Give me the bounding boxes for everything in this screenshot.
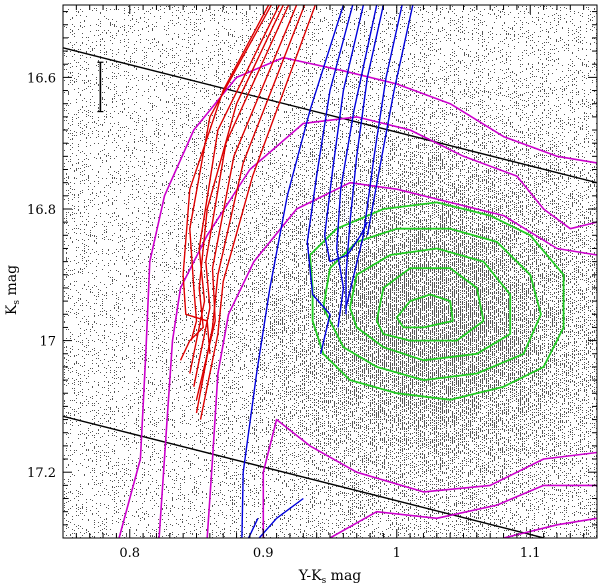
y-tick-label: 17.2: [27, 466, 56, 481]
inner-contours: [309, 201, 565, 401]
selection-lines: [63, 47, 597, 538]
inner-contour-3: [349, 247, 512, 362]
inner-contour-2: [322, 227, 542, 382]
x-tick-label: 1: [393, 546, 401, 561]
selection-line-lower-bound: [63, 415, 547, 538]
blue-track-7: [366, 5, 414, 236]
blue-track-3: [324, 5, 369, 263]
scatter-points: [64, 6, 597, 538]
blue-track-5: [345, 5, 385, 315]
outer-contours: [118, 56, 597, 538]
outer-contour-2: [158, 116, 597, 538]
x-axis-title-unit: mag: [326, 568, 361, 584]
red-track-3: [193, 5, 290, 387]
y-tick-label: 16.8: [27, 203, 56, 218]
y-tick-label: 16.6: [27, 71, 56, 86]
blue-track-6: [345, 5, 403, 308]
x-tick-label: 1.1: [520, 546, 541, 561]
y-axis-title-unit: mag: [4, 265, 20, 300]
plot-area: [63, 5, 597, 538]
inner-contour-1: [309, 201, 565, 401]
inner-contour-4: [375, 267, 485, 342]
outer-contour-5: [329, 484, 597, 538]
scatter-point-cloud: [64, 6, 597, 538]
blue-track-1: [241, 5, 345, 538]
x-axis-title-sub: s: [322, 576, 327, 586]
x-axis-title: Y-Ks mag: [298, 568, 362, 586]
outer-contour-3: [206, 181, 597, 538]
red-track-7: [182, 5, 270, 354]
red-track-2: [189, 5, 280, 374]
red-track-6: [199, 5, 316, 420]
red-track-5: [195, 5, 306, 414]
inner-contour-5: [396, 293, 454, 329]
outer-contour-4: [262, 418, 597, 538]
blue-track-2: [306, 5, 354, 354]
y-axis-title: Ks mag: [4, 265, 22, 315]
selection-line-upper-bound: [63, 47, 597, 184]
y-tick-label: 17: [39, 335, 56, 350]
x-tick-label: 0.8: [119, 546, 140, 561]
blue-track-4: [336, 5, 378, 328]
blue-tracks: [241, 5, 414, 538]
x-tick-label: 0.9: [253, 546, 274, 561]
y-axis-title-main: K: [4, 304, 20, 315]
error-bar: [97, 61, 104, 113]
y-ticks: 16.6 16.8 17 17.2: [27, 11, 597, 539]
x-axis-title-main: Y-K: [298, 568, 322, 584]
red-tracks: [179, 5, 316, 420]
y-axis-title-sub: s: [12, 300, 22, 305]
outer-contour-6: [503, 517, 597, 538]
red-track-8: [179, 5, 284, 361]
blue-track-8: [258, 497, 304, 538]
x-ticks: 0.8 0.9 1 1.1: [75, 5, 598, 561]
